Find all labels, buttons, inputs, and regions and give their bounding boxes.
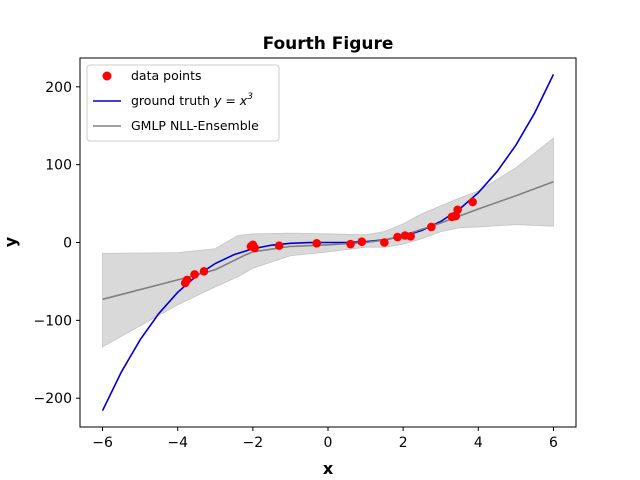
data-point <box>346 239 355 249</box>
data-point <box>199 267 209 276</box>
data-point <box>190 270 199 279</box>
y-tick-label: 0 <box>63 236 72 252</box>
data-point <box>274 241 284 250</box>
data-point <box>380 238 389 247</box>
legend-label-ground-truth: ground truth y = x3 <box>131 92 253 108</box>
data-point <box>453 205 462 215</box>
gmlp-mean-line <box>102 181 554 301</box>
x-tick-label: −6 <box>92 435 113 451</box>
legend-marker-data-points <box>102 71 112 81</box>
x-axis-label: x <box>323 459 334 478</box>
data-point <box>393 232 402 242</box>
legend-box <box>86 64 280 142</box>
data-point <box>312 238 322 248</box>
legend-truth-math: y = x <box>213 93 248 108</box>
legend-truth-exponent: 3 <box>247 92 253 102</box>
legend-truth-prefix: ground truth <box>131 93 214 108</box>
y-axis-label: y <box>1 236 20 247</box>
data-point <box>468 197 477 207</box>
x-tick-label: 6 <box>549 435 558 451</box>
legend-label-gmlp: GMLP NLL-Ensemble <box>131 118 259 133</box>
ground-truth-line <box>101 73 555 412</box>
data-point <box>427 222 436 232</box>
x-tick-label: 0 <box>324 435 333 451</box>
data-point <box>250 243 260 253</box>
line-layer <box>101 73 555 412</box>
legend: data points ground truth y = x3 GMLP NLL… <box>86 64 280 142</box>
data-point <box>182 275 192 285</box>
data-point <box>406 231 415 241</box>
y-tick-label: 200 <box>45 80 72 96</box>
x-axis-ticks: −6 −4 −2 0 2 4 6 <box>92 427 558 451</box>
x-tick-label: −4 <box>167 435 188 451</box>
point-layer <box>180 197 477 288</box>
y-tick-label: 100 <box>45 158 72 174</box>
data-point <box>357 237 367 247</box>
y-tick-label: −200 <box>34 391 72 407</box>
x-tick-label: 2 <box>399 435 408 451</box>
x-tick-label: −2 <box>243 435 264 451</box>
chart-title: Fourth Figure <box>263 34 394 54</box>
x-tick-label: 4 <box>474 435 483 451</box>
y-tick-label: −100 <box>34 313 72 329</box>
y-axis-ticks: −200 −100 0 100 200 <box>34 80 80 407</box>
legend-label-data-points: data points <box>131 68 202 83</box>
